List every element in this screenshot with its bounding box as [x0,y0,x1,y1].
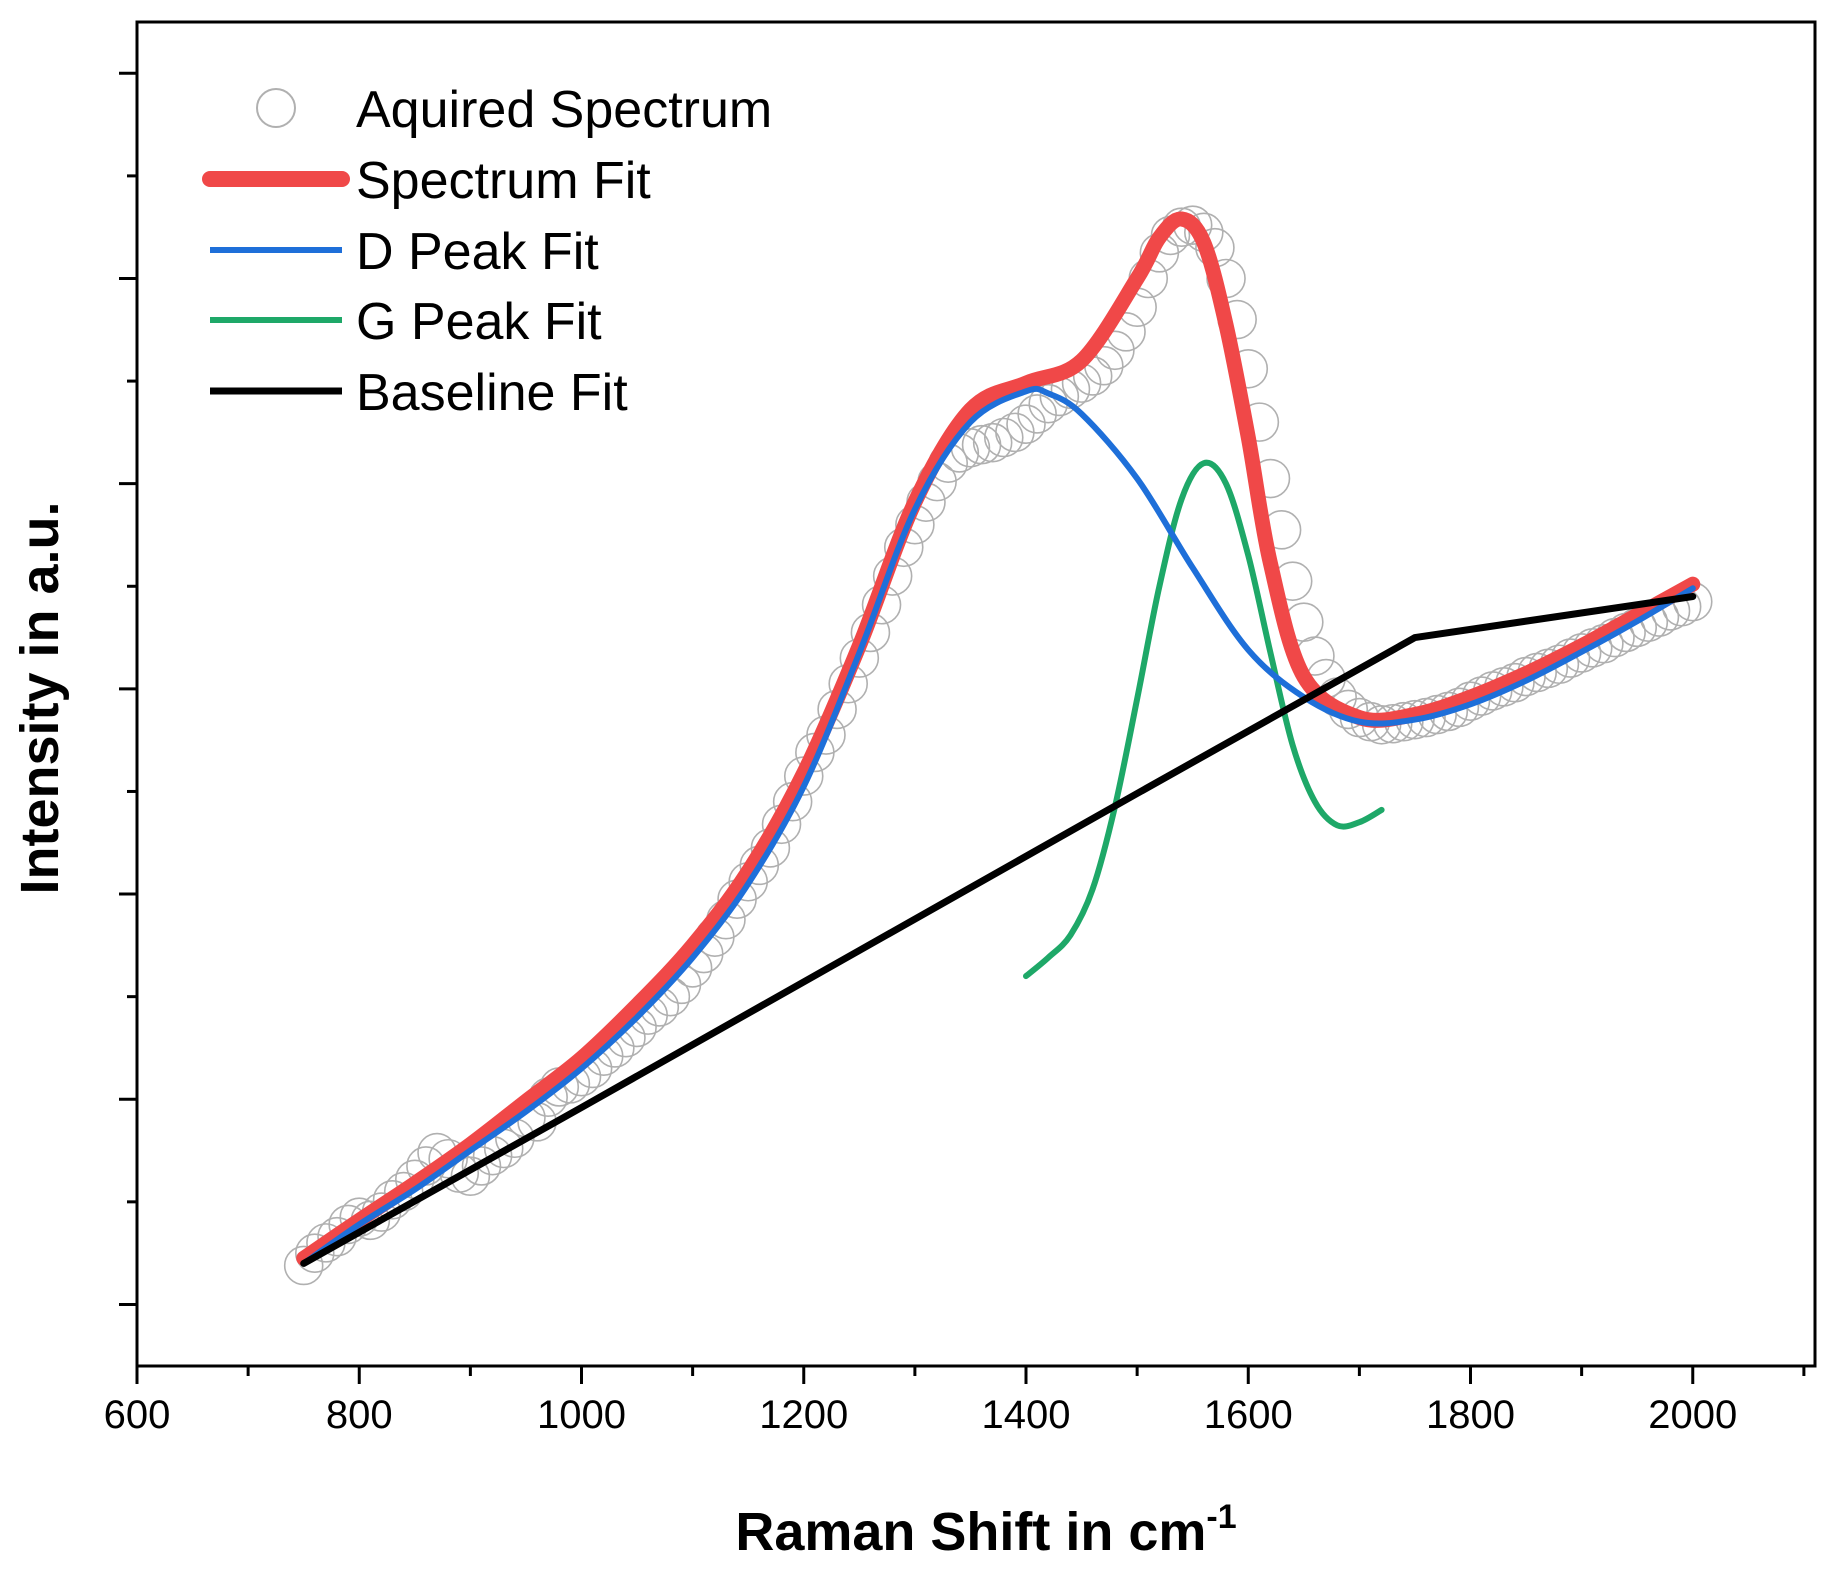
acquired-point [1017,394,1057,434]
acquired-point [428,1138,468,1179]
x-tick-label: 800 [326,1393,393,1437]
acquired-point [450,1156,491,1196]
plot-frame [135,20,1817,1368]
legend-d-peak-label: D Peak Fit [356,223,599,281]
legend-acquired-marker [256,88,296,128]
x-axis-title-superscript: -1 [1206,1498,1236,1536]
y-axis-title: Intensity in a.u. [10,501,70,894]
legend-g-peak-label: G Peak Fit [356,293,602,351]
acquired-point [995,412,1035,453]
legend-acquired-label: Aquired Spectrum [356,81,772,139]
d-peak-fit-line [300,385,1696,1267]
x-tick-label: 1600 [1204,1393,1293,1437]
g-peak-fit-line [1023,459,1385,980]
legend-baseline-label: Baseline Fit [356,364,628,422]
baseline-fit-line [300,593,1697,1267]
spectrum-fit-line [296,211,1701,1266]
x-tick-label: 1000 [537,1393,626,1437]
x-axis-title: Raman Shift in cm-1 [735,1498,1236,1562]
x-axis-ticks [135,1366,1806,1384]
acquired-point [461,1146,502,1186]
y-axis-ticks [119,71,137,1306]
x-axis-title-main: Raman Shift in cm [735,1502,1206,1562]
x-tick-label: 1400 [982,1393,1071,1437]
acquired-point [295,1233,335,1273]
x-axis-tick-labels: 600 800 1000 1200 1400 1600 1800 2000 [104,1393,1738,1437]
acquired-point [1006,404,1046,444]
legend: Aquired Spectrum Spectrum Fit D Peak Fit… [202,81,772,422]
x-tick-label: 2000 [1648,1393,1737,1437]
fit-lines [296,211,1701,1267]
acquired-point [283,1245,324,1286]
legend-spectrum-fit-label: Spectrum Fit [356,152,651,210]
x-tick-label: 1200 [759,1393,848,1437]
x-tick-label: 600 [104,1393,171,1437]
x-tick-label: 1800 [1426,1393,1515,1437]
acquired-point [983,417,1024,458]
acquired-point [972,422,1013,463]
